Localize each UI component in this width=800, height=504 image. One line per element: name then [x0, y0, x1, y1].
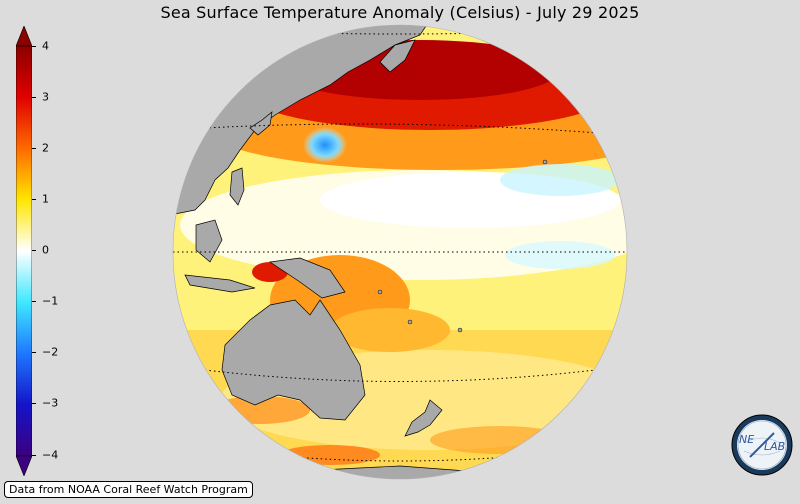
colorbar-tick-label: 2: [42, 141, 49, 155]
cold-anomaly-east-of-japan: [303, 127, 347, 163]
colorbar-tick-label: 3: [42, 90, 49, 104]
svg-text:NE: NE: [739, 433, 754, 446]
australia: [221, 299, 366, 421]
colorbar: [16, 26, 32, 476]
colorbar-tick-label: −2: [42, 345, 59, 359]
data-source-credit: Data from NOAA Coral Reef Watch Program: [4, 481, 253, 498]
colorbar-tick-label: −1: [42, 294, 59, 308]
new-zealand: [404, 399, 443, 437]
nexlab-logo: NE LAB: [730, 413, 794, 477]
colorbar-tick-label: 4: [42, 39, 49, 53]
colorbar-tick-label: 1: [42, 192, 49, 206]
svg-text:LAB: LAB: [764, 440, 785, 453]
new-guinea: [269, 257, 346, 299]
map-title: Sea Surface Temperature Anomaly (Celsius…: [160, 3, 640, 22]
colorbar-tick-label: −3: [42, 396, 59, 410]
colorbar-tick-label: −4: [42, 448, 59, 462]
colorbar-tick-label: 0: [42, 243, 49, 257]
